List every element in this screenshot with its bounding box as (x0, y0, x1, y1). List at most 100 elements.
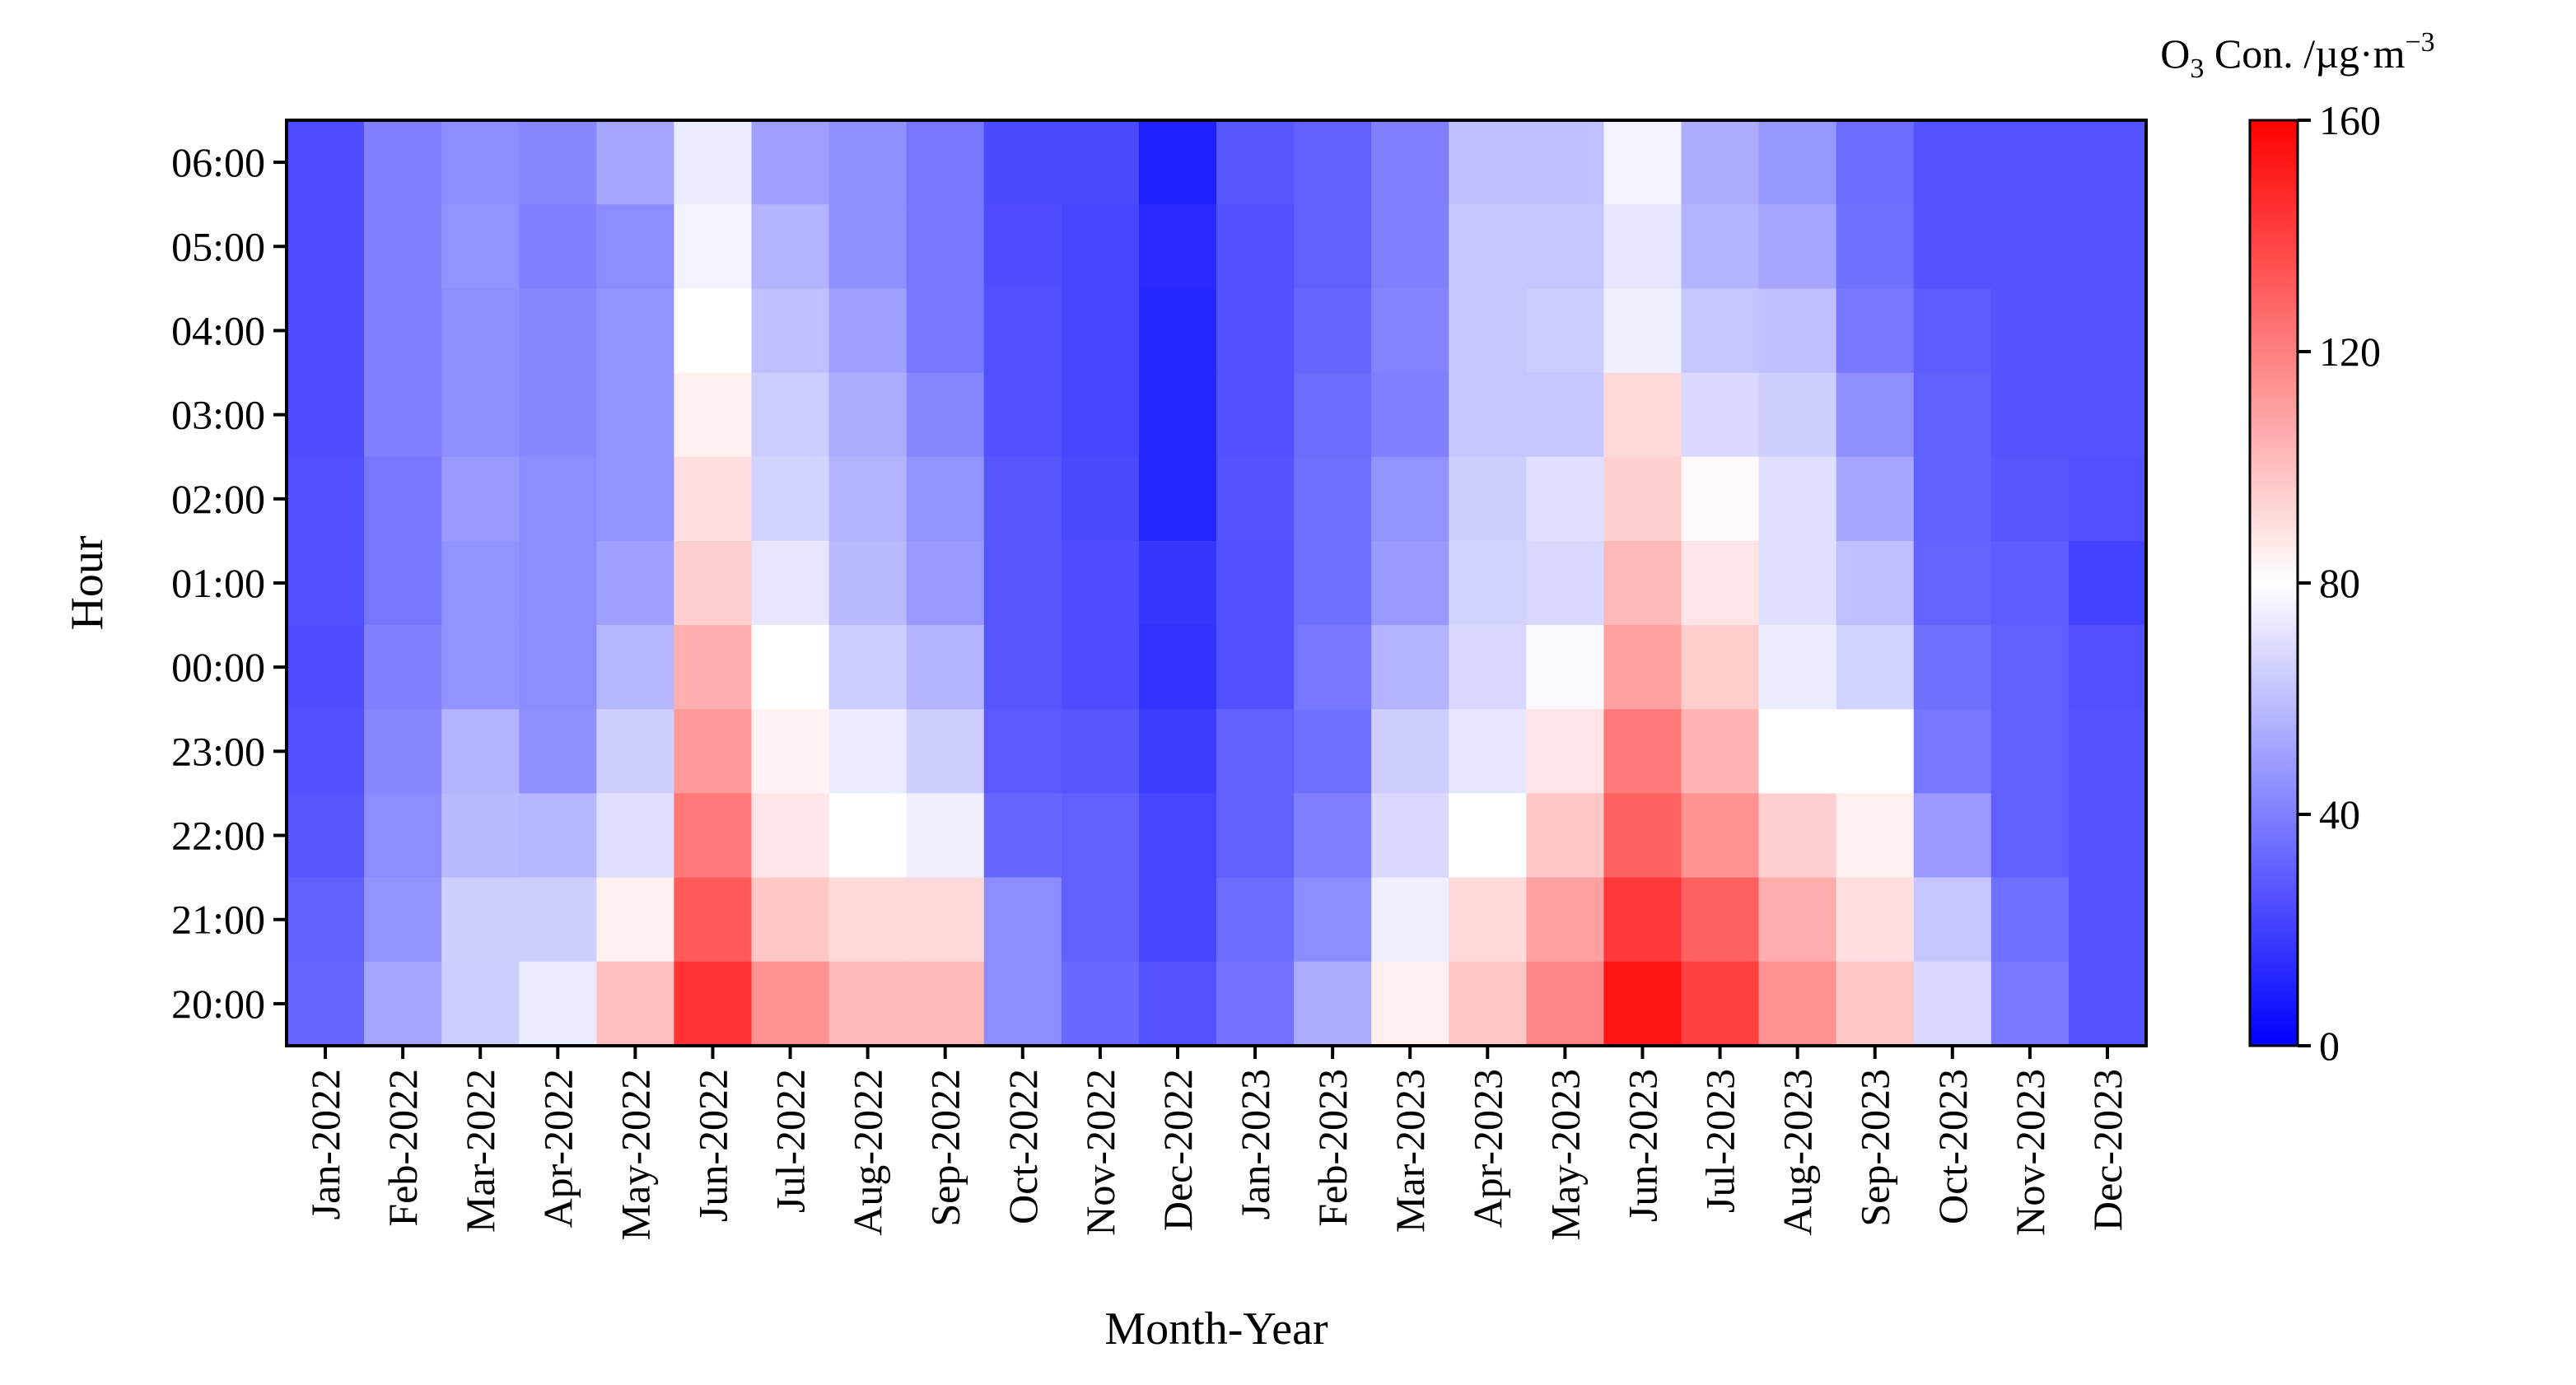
heatmap-cell-2000-jun-2023 (1603, 961, 1682, 1047)
heatmap-cell-0300-mar-2023 (1371, 372, 1449, 458)
heatmap-cell-0100-jan-2022 (287, 540, 365, 626)
heatmap-cell-2100-mar-2022 (441, 877, 520, 963)
heatmap-cell-0600-jan-2022 (287, 120, 365, 205)
heatmap-cell-0600-oct-2022 (983, 120, 1062, 205)
heatmap-cell-2000-nov-2023 (1990, 961, 2070, 1047)
heatmap-cell-0000-jun-2023 (1603, 625, 1682, 710)
heatmap-cell-2300-may-2023 (1526, 709, 1605, 795)
heatmap-cell-2100-dec-2022 (1138, 877, 1217, 963)
heatmap-cell-0000-may-2023 (1526, 625, 1605, 710)
x-tick-label: Dec-2022 (1155, 1069, 1201, 1231)
heatmap-cell-0100-apr-2022 (519, 540, 597, 626)
heatmap-cell-2000-dec-2022 (1138, 961, 1217, 1047)
heatmap-cell-0100-dec-2023 (2068, 540, 2147, 626)
heatmap-cell-0600-nov-2022 (1061, 120, 1140, 205)
heatmap-cell-0400-sep-2022 (906, 288, 985, 374)
heatmap-cell-0400-oct-2022 (983, 288, 1062, 374)
heatmap-cell-0200-feb-2022 (364, 456, 442, 542)
heatmap-cell-0300-jul-2023 (1681, 372, 1760, 458)
heatmap-cell-0300-may-2023 (1526, 372, 1605, 458)
heatmap-cell-0300-jan-2022 (287, 372, 365, 458)
heatmap-cell-0600-dec-2023 (2068, 120, 2147, 205)
heatmap-cell-2300-nov-2023 (1990, 709, 2070, 795)
y-tick-label: 21:00 (171, 897, 265, 943)
heatmap-cell-0000-nov-2023 (1990, 625, 2070, 710)
heatmap-cell-0600-jul-2023 (1681, 120, 1760, 205)
heatmap-cell-2300-jun-2022 (674, 709, 753, 795)
heatmap-cell-0200-aug-2023 (1758, 456, 1837, 542)
heatmap-cell-2000-oct-2023 (1913, 961, 1992, 1047)
colorbar-title-text: Con. /µg·m (2204, 30, 2405, 77)
heatmap-cell-2000-mar-2023 (1371, 961, 1449, 1047)
heatmap-cell-0200-sep-2023 (1836, 456, 1915, 542)
heatmap-cell-0100-apr-2023 (1449, 540, 1527, 626)
y-tick-label: 20:00 (171, 981, 265, 1027)
heatmap-cell-2000-apr-2023 (1449, 961, 1527, 1047)
heatmap-cell-0300-oct-2022 (983, 372, 1062, 458)
heatmap-cell-0200-jan-2023 (1216, 456, 1295, 542)
heatmap-cell-2300-dec-2023 (2068, 709, 2147, 795)
y-tick-label: 05:00 (171, 223, 265, 269)
x-tick-label: Aug-2022 (845, 1069, 891, 1236)
heatmap-cell-0000-jan-2023 (1216, 625, 1295, 710)
colorbar-title-subscript: 3 (2190, 54, 2204, 84)
colorbar-tick-label: 0 (2319, 1023, 2340, 1069)
heatmap-cell-0600-mar-2022 (441, 120, 520, 205)
heatmap-cell-0200-may-2022 (596, 456, 675, 542)
heatmap-cell-0300-dec-2022 (1138, 372, 1217, 458)
heatmap-cell-2100-nov-2023 (1990, 877, 2070, 963)
heatmap-cell-2300-aug-2023 (1758, 709, 1837, 795)
heatmap-cell-0600-feb-2023 (1294, 120, 1372, 205)
heatmap-cell-0300-feb-2022 (364, 372, 442, 458)
heatmap-cell-2200-mar-2022 (441, 793, 520, 879)
heatmap-cell-2200-may-2023 (1526, 793, 1605, 879)
heatmap-cell-2000-may-2023 (1526, 961, 1605, 1047)
heatmap-cell-0500-aug-2023 (1758, 204, 1837, 289)
heatmap-cell-0500-feb-2022 (364, 204, 442, 289)
x-tick-label: Aug-2023 (1775, 1069, 1821, 1236)
heatmap-cell-0000-mar-2022 (441, 625, 520, 710)
heatmap-cell-0000-jul-2022 (751, 625, 830, 710)
heatmap-cell-0300-apr-2023 (1449, 372, 1527, 458)
heatmap-cell-0500-dec-2022 (1138, 204, 1217, 289)
heatmap-cell-0200-apr-2023 (1449, 456, 1527, 542)
heatmap-cell-0400-nov-2023 (1990, 288, 2070, 374)
heatmap-cell-0400-apr-2023 (1449, 288, 1527, 374)
heatmap-cell-0100-nov-2022 (1061, 540, 1140, 626)
heatmap-cell-2000-apr-2022 (519, 961, 597, 1047)
heatmap-cell-2100-oct-2022 (983, 877, 1062, 963)
heatmap-cell-2100-jan-2023 (1216, 877, 1295, 963)
x-axis: Jan-2022 Feb-2022 Mar-2022 Apr-2022 May-2022… (302, 1046, 2130, 1240)
heatmap-cell-2200-apr-2023 (1449, 793, 1527, 879)
colorbar-tick-label: 40 (2319, 791, 2360, 837)
heatmap-cell-0300-jul-2022 (751, 372, 830, 458)
heatmap-cell-2300-apr-2023 (1449, 709, 1527, 795)
heatmap-cell-0500-oct-2023 (1913, 204, 1992, 289)
heatmap-cell-0400-jan-2022 (287, 288, 365, 374)
heatmap-cell-0600-jun-2023 (1603, 120, 1682, 205)
y-tick-label: 02:00 (171, 476, 265, 522)
heatmap-cell-2000-oct-2022 (983, 961, 1062, 1047)
heatmap-cell-0600-aug-2023 (1758, 120, 1837, 205)
x-tick-label: Oct-2022 (1000, 1069, 1046, 1224)
heatmap-cell-0500-jul-2023 (1681, 204, 1760, 289)
heatmap-cell-0600-dec-2022 (1138, 120, 1217, 205)
x-tick-label: Sep-2023 (1852, 1069, 1898, 1227)
heatmap-cell-0600-feb-2022 (364, 120, 442, 205)
heatmap-cell-0600-aug-2022 (828, 120, 908, 205)
heatmap-cell-0000-apr-2022 (519, 625, 597, 710)
heatmap-cell-0500-nov-2022 (1061, 204, 1140, 289)
heatmap-cell-0400-jan-2023 (1216, 288, 1295, 374)
heatmap-cell-0500-mar-2023 (1371, 204, 1449, 289)
heatmap-cell-0600-sep-2023 (1836, 120, 1915, 205)
heatmap-cell-0100-jun-2023 (1603, 540, 1682, 626)
heatmap-cell-0600-may-2022 (596, 120, 675, 205)
heatmap-cell-2200-oct-2023 (1913, 793, 1992, 879)
heatmap-cell-0300-sep-2023 (1836, 372, 1915, 458)
heatmap-cell-0200-apr-2022 (519, 456, 597, 542)
heatmap-cell-0400-dec-2023 (2068, 288, 2147, 374)
heatmap-cell-2000-feb-2023 (1294, 961, 1372, 1047)
heatmap-cell-2100-may-2023 (1526, 877, 1605, 963)
heatmap-cell-2300-jul-2023 (1681, 709, 1760, 795)
